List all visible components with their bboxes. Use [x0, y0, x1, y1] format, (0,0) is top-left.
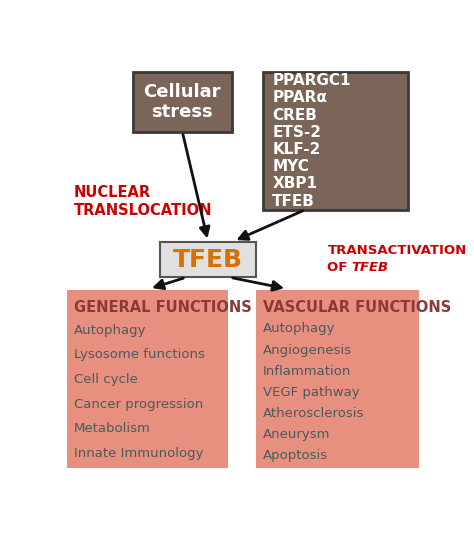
FancyBboxPatch shape [256, 290, 419, 468]
FancyBboxPatch shape [263, 72, 408, 209]
Text: Autophagy: Autophagy [74, 324, 146, 337]
Text: Cellular
stress: Cellular stress [144, 83, 221, 122]
Text: XBP1: XBP1 [272, 176, 317, 191]
FancyBboxPatch shape [133, 72, 232, 132]
Text: CREB: CREB [272, 108, 317, 123]
Text: TFEB: TFEB [173, 248, 243, 272]
Text: KLF-2: KLF-2 [272, 142, 321, 157]
Text: Autophagy: Autophagy [263, 322, 336, 335]
FancyBboxPatch shape [66, 290, 228, 468]
Text: Cell cycle: Cell cycle [74, 373, 138, 386]
Text: MYC: MYC [272, 159, 309, 174]
Text: PPARα: PPARα [272, 91, 327, 106]
Text: Cancer progression: Cancer progression [74, 398, 203, 411]
Text: TFEB: TFEB [272, 193, 315, 208]
Text: TFEB: TFEB [351, 261, 388, 273]
FancyBboxPatch shape [160, 243, 256, 277]
Text: Atherosclerosis: Atherosclerosis [263, 407, 365, 420]
Text: TRANSACTIVATION: TRANSACTIVATION [328, 244, 467, 257]
Text: NUCLEAR
TRANSLOCATION: NUCLEAR TRANSLOCATION [74, 185, 212, 217]
Text: ETS-2: ETS-2 [272, 125, 321, 140]
Text: PPARGC1: PPARGC1 [272, 73, 351, 88]
Text: GENERAL FUNCTIONS: GENERAL FUNCTIONS [74, 300, 252, 315]
Text: Innate Immunology: Innate Immunology [74, 447, 203, 460]
Text: Apoptosis: Apoptosis [263, 449, 328, 462]
Text: Metabolism: Metabolism [74, 422, 151, 435]
Text: Lysosome functions: Lysosome functions [74, 349, 205, 361]
Text: VEGF pathway: VEGF pathway [263, 386, 360, 399]
Text: OF: OF [328, 261, 352, 273]
Text: VASCULAR FUNCTIONS: VASCULAR FUNCTIONS [263, 300, 451, 315]
Text: Angiogenesis: Angiogenesis [263, 343, 352, 357]
Text: Aneurysm: Aneurysm [263, 428, 331, 441]
Text: Inflammation: Inflammation [263, 365, 352, 377]
